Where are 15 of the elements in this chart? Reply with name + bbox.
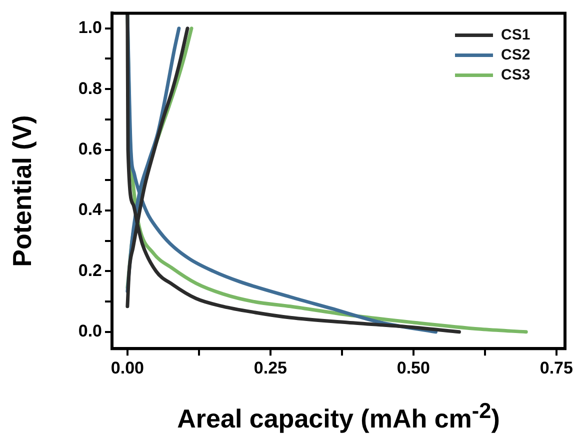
y-tick-label: 1.0 [78,18,102,38]
y-tick-label: 0.6 [78,139,102,158]
y-tick-label: 0.8 [78,78,102,98]
x-tick-label: 0.50 [396,358,430,378]
legend-label: CS3 [501,66,530,84]
y-tick-label: 0.4 [78,200,103,220]
legend-label: CS1 [501,26,530,44]
x-tick-label: 0.25 [254,358,287,378]
legend-label: CS2 [501,46,530,64]
x-tick-label: 0.75 [540,358,573,378]
y-axis-title: Potential (V) [7,114,37,269]
y-tick-label: 0.0 [78,322,102,341]
x-tick-label: 0.00 [110,358,144,378]
y-tick-label: 0.2 [78,260,102,280]
x-axis-title: Areal capacity (mAh cm$^{-2}$) [176,397,501,434]
